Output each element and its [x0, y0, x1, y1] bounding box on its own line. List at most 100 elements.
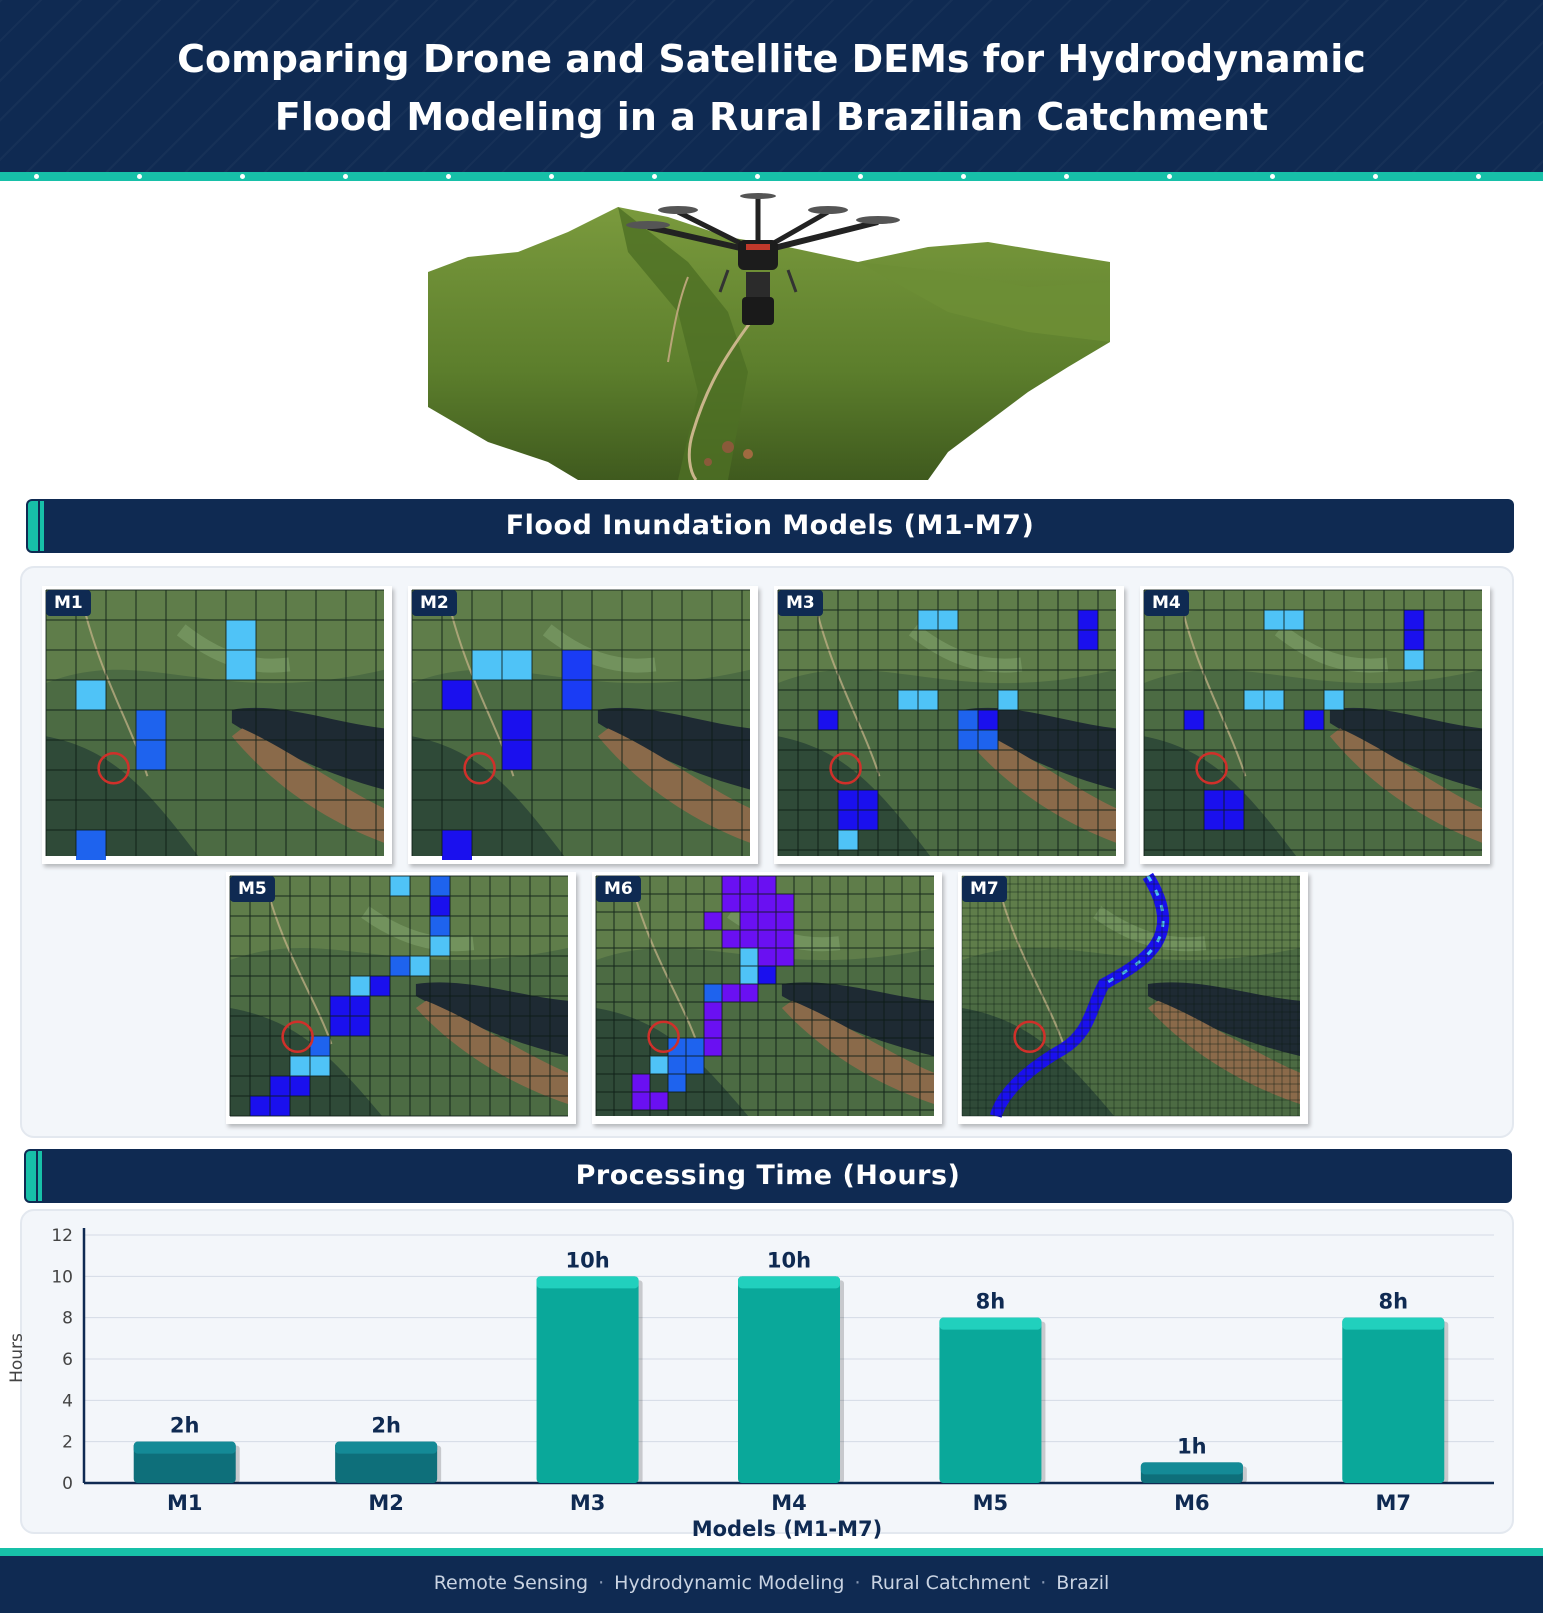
divider-dot: [1167, 174, 1172, 179]
divider-dot: [343, 174, 348, 179]
flood-cell: [740, 948, 758, 966]
flood-map-m2: M2: [408, 586, 758, 864]
flood-cell: [390, 956, 410, 976]
flood-cell: [722, 984, 740, 1002]
footer-separator: ·: [854, 1572, 861, 1594]
flood-cell: [226, 620, 256, 650]
chart-panel: [20, 1209, 1514, 1534]
flood-cell: [668, 1074, 686, 1092]
flood-cell: [722, 876, 740, 894]
flood-cell: [1264, 690, 1284, 710]
map-image: [961, 872, 1300, 1118]
flood-cell: [430, 876, 450, 896]
divider-dot: [961, 174, 966, 179]
study-site-marker: [97, 751, 130, 785]
flood-map-m3: M3: [774, 586, 1124, 864]
flood-cell: [1078, 610, 1098, 630]
study-site-marker: [829, 751, 862, 785]
flood-cell: [76, 680, 106, 710]
map-image: [45, 589, 384, 860]
drone-icon: [626, 193, 900, 325]
flood-cell: [838, 790, 858, 810]
divider-dot: [446, 174, 451, 179]
page-title: Comparing Drone and Satellite DEMs for H…: [177, 37, 1366, 139]
flood-cell: [838, 830, 858, 850]
flood-cell: [1224, 810, 1244, 830]
footer-divider: [0, 1548, 1543, 1556]
flood-cell: [290, 1076, 310, 1096]
flood-cell: [776, 912, 794, 930]
flood-cell: [740, 984, 758, 1002]
study-site-marker: [1013, 1020, 1046, 1054]
footer-separator: ·: [598, 1572, 605, 1594]
map-label: M4: [1144, 590, 1189, 616]
flood-cell: [704, 1002, 722, 1020]
flood-cell: [76, 830, 106, 860]
flood-cell: [632, 1074, 650, 1092]
map-label: M1: [46, 590, 91, 616]
flood-map-m7: M7: [958, 872, 1308, 1124]
study-site-marker: [281, 1020, 314, 1054]
flood-cell: [704, 1020, 722, 1038]
flood-cell: [722, 930, 740, 948]
flood-cell: [1404, 630, 1424, 650]
flood-cell: [650, 1092, 668, 1110]
flood-cell: [740, 930, 758, 948]
flood-cell: [502, 740, 532, 770]
flood-cell: [270, 1076, 290, 1096]
divider-dot: [549, 174, 554, 179]
flood-cell: [758, 912, 776, 930]
chart-section-title: Processing Time (Hours): [575, 1160, 961, 1191]
flood-cell: [958, 730, 978, 750]
footer: Remote Sensing · Hydrodynamic Modeling · Rur…: [0, 1556, 1543, 1613]
map-image: [777, 589, 1116, 856]
flood-cell: [502, 710, 532, 740]
flood-cell: [330, 1016, 350, 1036]
flood-cell: [686, 1056, 704, 1074]
flood-cell: [1284, 610, 1304, 630]
flood-cell: [758, 948, 776, 966]
study-site-marker: [647, 1020, 680, 1054]
footer-separator: ·: [1040, 1572, 1047, 1594]
flood-cell: [1244, 690, 1264, 710]
divider-dot: [652, 174, 657, 179]
map-label: M3: [778, 590, 823, 616]
flood-cell: [704, 1038, 722, 1056]
flood-cell: [1404, 650, 1424, 670]
flood-cell: [1184, 710, 1204, 730]
flood-cell: [226, 650, 256, 680]
flood-cell: [668, 1056, 686, 1074]
flood-cell: [758, 930, 776, 948]
header: Comparing Drone and Satellite DEMs for H…: [0, 0, 1543, 172]
flood-cell: [410, 956, 430, 976]
flood-cell: [1264, 610, 1284, 630]
map-image: [1143, 589, 1482, 856]
flood-cell: [350, 996, 370, 1016]
flood-cell: [330, 996, 350, 1016]
flood-cell: [1324, 690, 1344, 710]
flood-cell: [136, 740, 166, 770]
flood-cell: [704, 984, 722, 1002]
models-section-title: Flood Inundation Models (M1-M7): [505, 510, 1035, 541]
footer-keyword: Remote Sensing: [433, 1572, 589, 1594]
flood-cell: [136, 710, 166, 740]
divider-dot: [34, 174, 39, 179]
flood-cell: [758, 966, 776, 984]
divider-dot: [755, 174, 760, 179]
footer-keyword: Hydrodynamic Modeling: [614, 1572, 845, 1594]
flood-cell: [978, 710, 998, 730]
divider-dot: [1476, 174, 1481, 179]
flood-cell: [562, 650, 592, 680]
flood-cell: [430, 916, 450, 936]
flood-cell: [818, 710, 838, 730]
flood-cell: [686, 1038, 704, 1056]
map-image: [595, 875, 934, 1116]
map-image: [229, 875, 568, 1117]
banner-accent: [28, 501, 44, 551]
flood-cell: [270, 1096, 290, 1116]
flood-map-m1: M1: [42, 586, 392, 864]
flood-cell: [740, 876, 758, 894]
flood-map-m6: M6: [592, 872, 942, 1124]
flood-cell: [858, 810, 878, 830]
